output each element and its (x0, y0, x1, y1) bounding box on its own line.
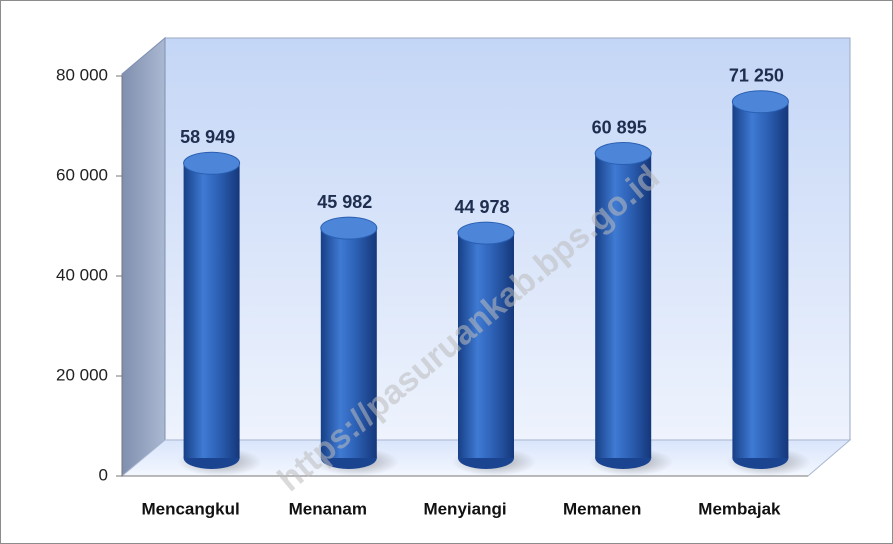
bar (595, 153, 652, 458)
value-label: 45 982 (317, 192, 372, 212)
x-tick-label: Memanen (563, 499, 641, 518)
y-tick-label: 20 000 (56, 365, 108, 384)
y-tick-label: 80 000 (56, 65, 108, 84)
bar-top (183, 151, 241, 175)
bar (183, 163, 240, 458)
value-label: 58 949 (180, 127, 235, 147)
marks: 0 20 000 40 000 60 000 80 000 Mencangkul 58 94… (56, 65, 811, 518)
bar-top (594, 142, 652, 166)
bar-top (320, 216, 378, 240)
value-label: 44 978 (454, 197, 509, 217)
bar (320, 228, 377, 458)
x-tick-label: Membajak (698, 499, 781, 518)
bar (732, 101, 789, 458)
bar (458, 233, 514, 458)
value-label: 71 250 (729, 66, 784, 86)
y-tick-label: 0 (99, 465, 108, 484)
bar-top (457, 221, 515, 245)
x-tick-label: Mencangkul (141, 499, 239, 518)
x-tick-label: Menanam (289, 499, 367, 518)
value-label: 60 895 (592, 117, 647, 137)
y-tick-label: 60 000 (56, 165, 108, 184)
bar-top (731, 90, 789, 114)
side-wall (121, 36, 166, 478)
x-tick-label: Menyiangi (423, 499, 506, 518)
y-tick-label: 40 000 (56, 265, 108, 284)
